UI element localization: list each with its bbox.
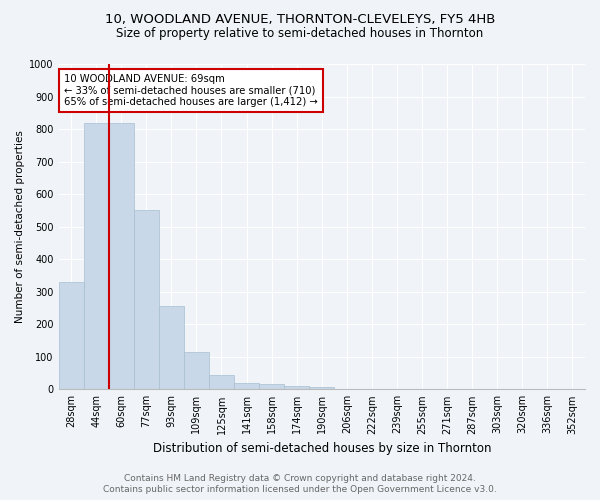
Bar [309,386,334,390]
Bar [284,386,309,390]
X-axis label: Distribution of semi-detached houses by size in Thornton: Distribution of semi-detached houses by … [152,442,491,455]
Bar [83,122,109,390]
Bar [59,282,83,390]
Text: Size of property relative to semi-detached houses in Thornton: Size of property relative to semi-detach… [116,28,484,40]
Y-axis label: Number of semi-detached properties: Number of semi-detached properties [15,130,25,323]
Bar [109,122,134,390]
Text: 10 WOODLAND AVENUE: 69sqm
← 33% of semi-detached houses are smaller (710)
65% of: 10 WOODLAND AVENUE: 69sqm ← 33% of semi-… [64,74,317,107]
Text: 10, WOODLAND AVENUE, THORNTON-CLEVELEYS, FY5 4HB: 10, WOODLAND AVENUE, THORNTON-CLEVELEYS,… [105,12,495,26]
Text: Contains HM Land Registry data © Crown copyright and database right 2024.
Contai: Contains HM Land Registry data © Crown c… [103,474,497,494]
Bar [259,384,284,390]
Bar [234,383,259,390]
Bar [184,352,209,390]
Bar [134,210,159,390]
Bar [209,374,234,390]
Bar [159,306,184,390]
